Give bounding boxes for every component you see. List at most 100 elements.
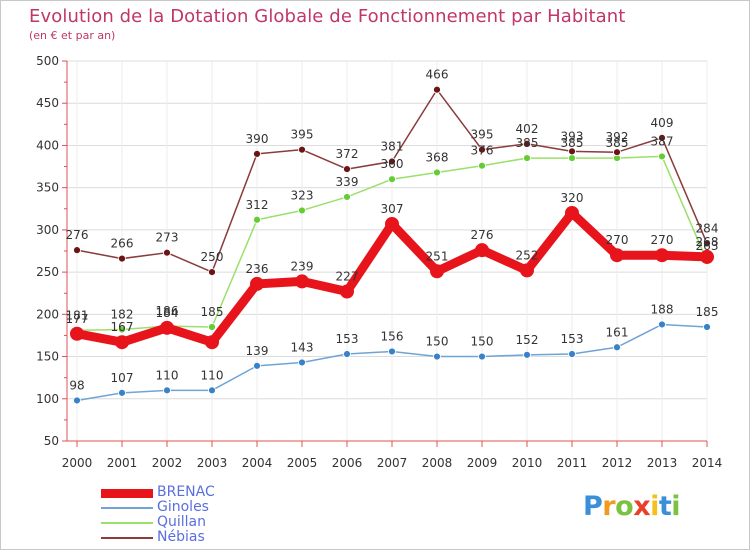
label-brenac-2010: 252: [516, 248, 539, 262]
label-nbias-2010: 402: [516, 122, 539, 136]
legend-label-brenac: BRENAC: [157, 484, 215, 500]
point-nbias-2008: [433, 85, 441, 94]
label-nbias-2008: 466: [426, 68, 449, 82]
y-tick-150: 150: [36, 350, 59, 364]
label-nbias-2009: 395: [471, 128, 494, 142]
logo-letter: o: [615, 491, 634, 522]
point-brenac-2002: [160, 320, 174, 335]
legend-item-ginoles: Ginoles: [101, 499, 341, 515]
label-quillan-2012: 385: [606, 136, 629, 150]
point-nbias-2001: [118, 254, 126, 263]
label-quillan-2014: 263: [696, 239, 719, 253]
point-brenac-2014: [700, 249, 714, 264]
point-quillan-2013: [658, 152, 666, 161]
logo-letter: t: [658, 491, 672, 522]
data-labels: 98 107 110 110 139 143 153 156 150 150 152 153 161 18…: [66, 68, 719, 393]
label-nbias-2006: 372: [336, 147, 359, 161]
label-nbias-2002: 273: [156, 231, 179, 245]
legend-item-nbias: Nébias: [101, 529, 341, 545]
point-nbias-2002: [163, 248, 171, 257]
point-brenac-2009: [475, 243, 489, 258]
label-brenac-2012: 270: [606, 233, 629, 247]
x-tick-2000: 2000: [62, 456, 93, 470]
label-brenac-2004: 236: [246, 262, 269, 276]
label-ginoles-2013: 188: [651, 302, 674, 316]
point-brenac-2008: [430, 264, 444, 279]
label-ginoles-2006: 153: [336, 332, 359, 346]
label-nbias-2013: 409: [651, 116, 674, 130]
label-brenac-2002: 184: [156, 306, 179, 320]
label-ginoles-2011: 153: [561, 332, 584, 346]
point-brenac-2006: [340, 284, 354, 299]
point-nbias-2009: [478, 145, 486, 154]
x-tick-2006: 2006: [332, 456, 363, 470]
point-quillan-2010: [523, 154, 531, 163]
x-tick-2012: 2012: [602, 456, 633, 470]
label-ginoles-2012: 161: [606, 325, 629, 339]
label-quillan-2009: 376: [471, 144, 494, 158]
label-quillan-2001: 182: [111, 308, 134, 322]
point-quillan-2003: [208, 323, 216, 331]
x-tick-2001: 2001: [107, 456, 138, 470]
grid-lines: [67, 60, 708, 441]
label-quillan-2005: 323: [291, 188, 314, 202]
x-tick-2014: 2014: [692, 456, 723, 470]
point-ginoles-2013: [658, 320, 666, 329]
legend-label-ginoles: Ginoles: [157, 499, 209, 515]
x-tick-2009: 2009: [467, 456, 498, 470]
point-ginoles-2011: [568, 350, 576, 358]
y-tick-200: 200: [36, 307, 59, 321]
y-tick-500: 500: [36, 54, 59, 68]
label-quillan-2008: 368: [426, 150, 449, 164]
label-quillan-2002: 186: [156, 304, 179, 318]
chart-subtitle: (en € et par an): [29, 29, 116, 42]
point-nbias-2004: [253, 149, 261, 158]
x-tick-2011: 2011: [557, 456, 588, 470]
point-nbias-2003: [208, 268, 216, 277]
point-ginoles-2009: [478, 352, 486, 361]
point-brenac-2007: [385, 216, 399, 231]
label-ginoles-2007: 156: [381, 329, 404, 343]
label-brenac-2009: 276: [471, 228, 494, 242]
point-quillan-2004: [253, 215, 261, 224]
point-brenac-2004: [250, 276, 264, 291]
label-nbias-2000: 276: [66, 228, 89, 242]
label-ginoles-2005: 143: [291, 340, 314, 354]
point-brenac-2011: [565, 206, 579, 220]
point-brenac-2005: [295, 274, 309, 289]
x-tick-2010: 2010: [512, 456, 543, 470]
x-tick-2002: 2002: [152, 456, 183, 470]
point-ginoles-2001: [118, 388, 126, 397]
label-brenac-2005: 239: [291, 259, 314, 273]
label-quillan-2010: 385: [516, 136, 539, 150]
label-brenac-2007: 307: [381, 202, 404, 216]
x-tick-2008: 2008: [422, 456, 453, 470]
y-tick-250: 250: [36, 265, 59, 279]
label-nbias-2007: 381: [381, 139, 404, 153]
label-nbias-2012: 392: [606, 130, 629, 144]
point-ginoles-2014: [703, 323, 711, 331]
point-ginoles-2002: [163, 386, 171, 395]
point-ginoles-2005: [298, 358, 306, 367]
label-brenac-2000: 177: [66, 312, 89, 326]
label-brenac-2006: 227: [336, 270, 359, 284]
legend-item-quillan: Quillan: [101, 514, 341, 530]
point-quillan-2006: [343, 193, 351, 201]
point-ginoles-2004: [253, 361, 261, 370]
point-ginoles-2003: [208, 386, 216, 395]
label-quillan-2006: 339: [336, 175, 359, 189]
label-ginoles-2001: 107: [111, 371, 134, 385]
y-tick-350: 350: [36, 181, 59, 195]
legend-swatch-quillan: [101, 522, 153, 524]
label-ginoles-2004: 139: [246, 344, 269, 358]
series-points: [70, 85, 714, 405]
point-ginoles-2007: [388, 347, 396, 356]
point-brenac-2013: [655, 248, 669, 263]
label-nbias-2011: 393: [561, 129, 584, 143]
logo-letter: x: [633, 491, 651, 522]
label-brenac-2014: 268: [696, 235, 719, 249]
logo-letter: i: [671, 491, 681, 522]
point-quillan-2007: [388, 175, 396, 184]
